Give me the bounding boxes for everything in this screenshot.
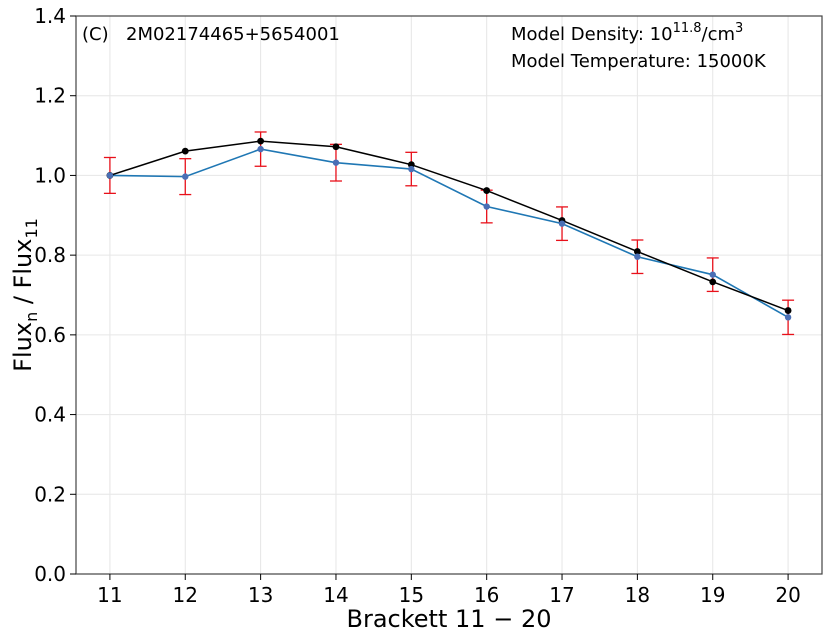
model-density-annotation: Model Density: 1011.8/cm3 (511, 21, 743, 45)
x-tick-label: 14 (323, 583, 348, 607)
y-axis-label-sub-11: 11 (22, 218, 41, 238)
x-tick-label: 20 (775, 583, 800, 607)
observed-data-point (634, 253, 641, 260)
x-tick-label: 19 (700, 583, 725, 607)
y-tick-label: 0.0 (34, 562, 66, 586)
observed-series-line (109, 148, 789, 319)
x-tick-label: 11 (97, 583, 122, 607)
y-tick-label: 0.4 (34, 403, 66, 427)
x-tick-label: 13 (248, 583, 273, 607)
model-series-line (109, 140, 789, 312)
density-unit-exponent: 3 (735, 21, 743, 36)
y-axis-label-flux: Flux (9, 322, 37, 372)
y-tick-label: 0.6 (34, 323, 66, 347)
x-tick-label: 15 (399, 583, 424, 607)
x-axis-label-minus: − (493, 605, 513, 633)
model-data-point (332, 143, 340, 151)
model-data-point (633, 248, 641, 255)
model-data-point (483, 187, 491, 194)
series-layer (103, 131, 795, 336)
y-axis-label-slash-flux: / Flux (9, 239, 37, 312)
y-tick-label: 1.4 (34, 4, 66, 28)
x-tick-label: 17 (549, 583, 574, 607)
object-name: 2M02174465+5654001 (126, 24, 340, 45)
y-tick-label: 0.2 (34, 482, 66, 506)
x-tick-label: 16 (474, 583, 499, 607)
model-data-point (181, 147, 189, 155)
observed-data-point (709, 271, 716, 278)
model-data-point (709, 278, 717, 286)
density-prefix: Model Density: 10 (511, 24, 673, 45)
model-data-point (784, 307, 792, 314)
observed-data-point (106, 172, 114, 179)
y-tick-label: 1.2 (34, 84, 66, 108)
y-axis-label: Fluxn / Flux11 (9, 218, 41, 372)
observed-data-point (182, 173, 189, 180)
observed-data-point (408, 165, 415, 173)
tick-layer: 11 12 13 14 15 16 17 18 19 20 0.0 0.2 0.4 0.6 0.8 1.0 1.… (34, 4, 801, 607)
y-tick-label: 1.0 (34, 163, 66, 187)
x-tick-label: 12 (173, 583, 198, 607)
density-exponent: 11.8 (673, 21, 702, 36)
x-axis-label-end: 20 (521, 605, 552, 633)
grid (76, 15, 822, 575)
density-unit: /cm (702, 24, 736, 45)
model-data-point (257, 137, 265, 145)
y-axis-label-sub-n: n (22, 312, 41, 322)
observed-data-point (784, 314, 792, 321)
x-axis-label: Brackett 11 − 20 (347, 605, 552, 633)
x-tick-label: 18 (625, 583, 650, 607)
y-tick-label: 0.8 (34, 243, 66, 267)
plot-frame (75, 15, 823, 575)
observed-data-point (332, 159, 340, 166)
observed-data-point (558, 220, 566, 227)
x-axis-label-base: Brackett 11 (347, 605, 486, 633)
observed-data-point (483, 203, 490, 210)
panel-label: (C) (82, 24, 109, 45)
observed-data-point (257, 145, 264, 153)
model-temperature-annotation: Model Temperature: 15000K (511, 51, 767, 72)
